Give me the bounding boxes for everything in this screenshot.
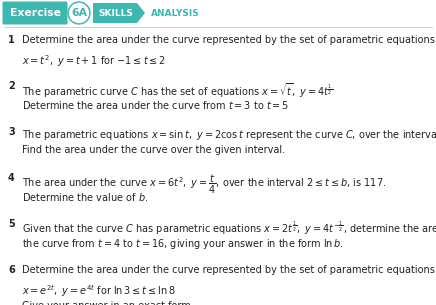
Text: Give your answer in an exact form.: Give your answer in an exact form. [22, 301, 194, 305]
Text: 6: 6 [8, 265, 15, 275]
Text: Determine the area under the curve from $t = 3$ to $t = 5$: Determine the area under the curve from … [22, 99, 290, 111]
FancyBboxPatch shape [3, 2, 68, 24]
Text: The parametric curve $C$ has the set of equations $x = \sqrt{t},\ y = 4t^{\frac{: The parametric curve $C$ has the set of … [22, 81, 333, 100]
Text: 3: 3 [8, 127, 15, 137]
Text: The area under the curve $x = 6t^2,\ y = \dfrac{t}{4}$, over the interval $2 \le: The area under the curve $x = 6t^2,\ y =… [22, 173, 386, 196]
Text: Determine the value of $b$.: Determine the value of $b$. [22, 191, 148, 203]
Text: $x = e^{2t},\ y = e^{4t}$ for $\ln 3 \leq t \leq \ln 8$: $x = e^{2t},\ y = e^{4t}$ for $\ln 3 \le… [22, 283, 176, 299]
Text: Find the area under the curve over the given interval.: Find the area under the curve over the g… [22, 145, 285, 155]
Text: Determine the area under the curve represented by the set of parametric equation: Determine the area under the curve repre… [22, 265, 435, 275]
Text: ANALYSIS: ANALYSIS [151, 9, 200, 18]
Circle shape [68, 2, 90, 24]
Circle shape [69, 3, 89, 23]
Text: Exercise: Exercise [10, 9, 61, 19]
Text: SKILLS: SKILLS [99, 9, 133, 18]
Text: 6A: 6A [71, 9, 87, 19]
Text: the curve from $t = 4$ to $t = 16$, giving your answer in the form $\ln b$.: the curve from $t = 4$ to $t = 16$, givi… [22, 237, 344, 251]
Text: 1: 1 [8, 35, 15, 45]
Text: $x = t^2,\ y = t + 1$ for $-1 \leq t \leq 2$: $x = t^2,\ y = t + 1$ for $-1 \leq t \le… [22, 53, 166, 69]
Text: The parametric equations $x = \sin t,\ y = 2\cos t$ represent the curve $C$, ove: The parametric equations $x = \sin t,\ y… [22, 127, 436, 148]
Text: Given that the curve $C$ has parametric equations $x = 2t^{\frac{1}{2}},\ y = 4t: Given that the curve $C$ has parametric … [22, 219, 436, 237]
Text: 4: 4 [8, 173, 15, 183]
Text: 2: 2 [8, 81, 15, 91]
Text: 5: 5 [8, 219, 15, 229]
Polygon shape [93, 3, 145, 23]
Text: Determine the area under the curve represented by the set of parametric equation: Determine the area under the curve repre… [22, 35, 435, 45]
